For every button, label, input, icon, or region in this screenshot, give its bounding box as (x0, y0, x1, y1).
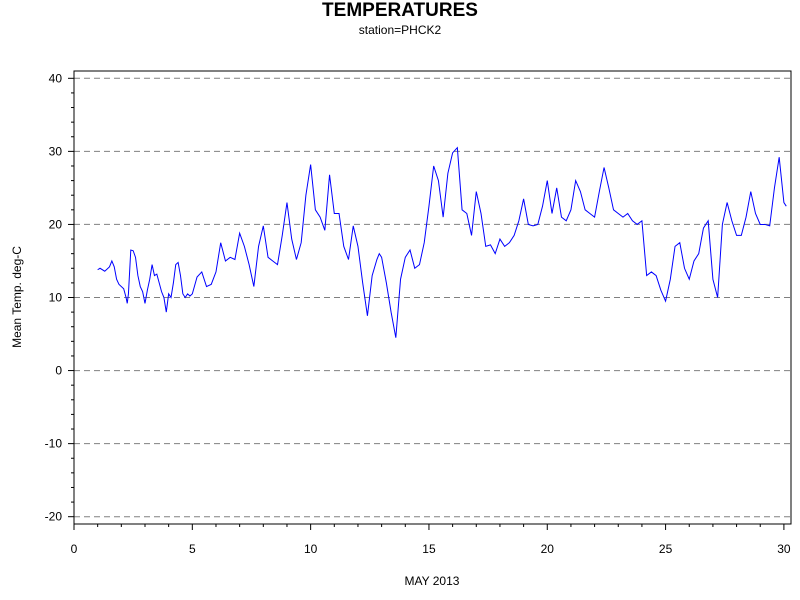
y-tick-label: 40 (49, 71, 63, 85)
grid-lines (74, 77, 791, 518)
y-axis-label: Mean Temp. deg-C (10, 246, 24, 348)
plot-frame (73, 70, 792, 525)
x-tick-label: 15 (422, 542, 436, 556)
y-tick-label: -20 (45, 510, 63, 524)
x-tick-label: 20 (541, 542, 555, 556)
y-tick-label: 20 (49, 217, 63, 231)
y-tick-label: -10 (45, 437, 63, 451)
x-tick-label: 0 (71, 542, 78, 556)
y-tick-label: 10 (49, 291, 63, 305)
x-axis-label: MAY 2013 (405, 574, 460, 588)
chart-title: TEMPERATURES (322, 0, 478, 21)
y-tick-label: 30 (49, 144, 63, 158)
x-tick-label: 5 (189, 542, 196, 556)
x-tick-label: 25 (659, 542, 673, 556)
y-tick-label: 0 (55, 364, 62, 378)
chart-subtitle: station=PHCK2 (358, 23, 442, 37)
x-tick-label: 30 (777, 542, 791, 556)
series-line (97, 146, 787, 338)
x-axis: 0 5 10 15 20 25 30 (71, 524, 791, 556)
x-tick-label: 10 (304, 542, 318, 556)
y-axis: -20 -10 0 10 20 30 40 (45, 71, 74, 524)
